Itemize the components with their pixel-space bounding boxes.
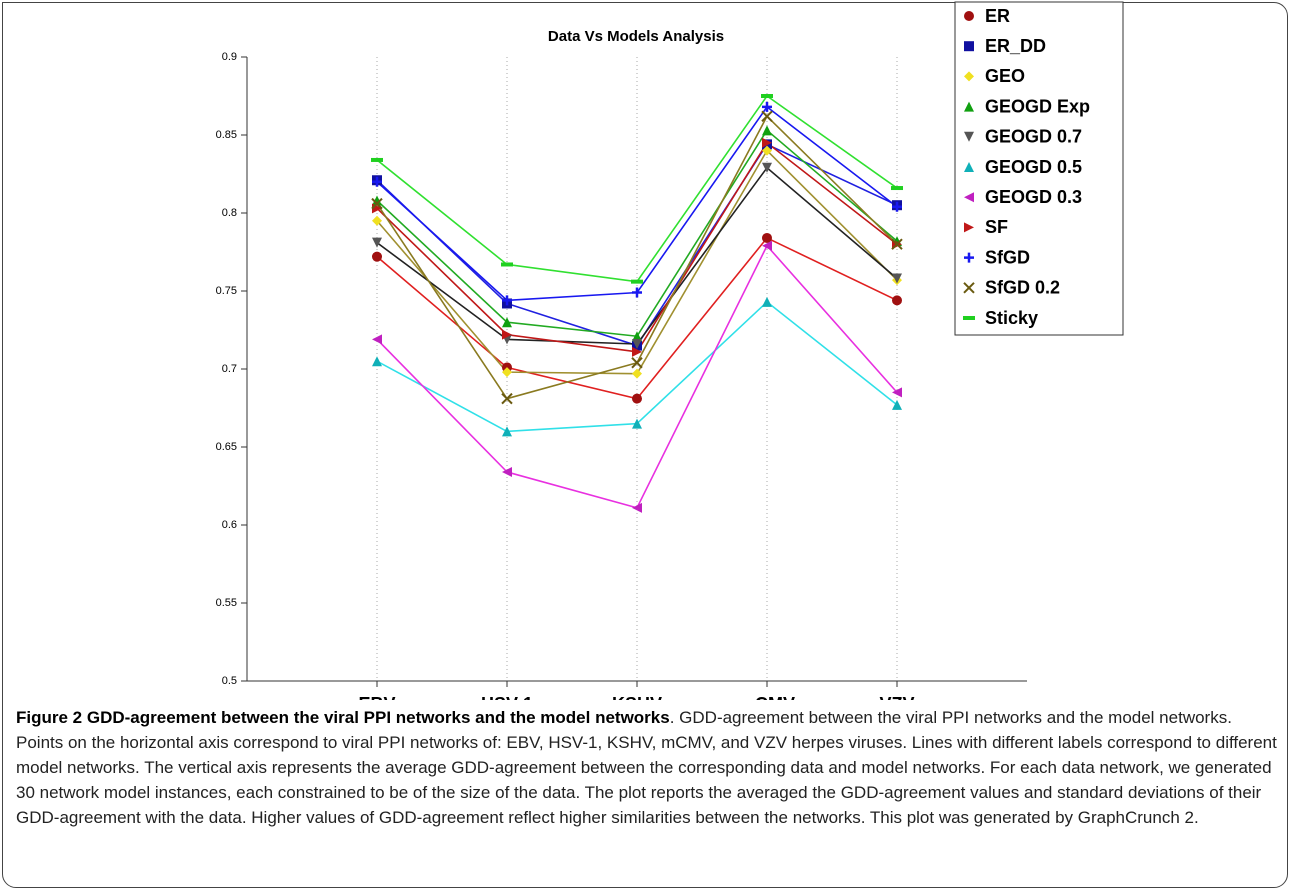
legend-label: SfGD 0.2 (985, 278, 1060, 298)
caption-text: . GDD-agreement between the viral PPI ne… (16, 708, 1277, 827)
marker (762, 232, 772, 243)
legend-label: SF (985, 217, 1008, 237)
legend-label: SfGD (985, 247, 1030, 267)
marker (502, 466, 512, 477)
marker (761, 94, 773, 98)
marker (372, 215, 382, 226)
marker (892, 201, 902, 212)
caption-label: Figure 2 GDD-agreement between the viral… (16, 708, 670, 727)
marker (762, 296, 772, 307)
marker (502, 295, 512, 306)
marker (632, 346, 642, 357)
marker (762, 101, 772, 112)
marker (964, 131, 974, 142)
marker (762, 240, 772, 251)
legend-label: ER_DD (985, 36, 1046, 56)
marker (372, 237, 382, 248)
legend-label: ER (985, 6, 1010, 26)
marker (372, 356, 382, 367)
legend-box (954, 1, 1124, 336)
chart-title: Data Vs Models Analysis (548, 28, 724, 45)
marker (892, 295, 902, 306)
y-tick-label: 0.85 (216, 129, 237, 141)
legend-label: GEO (985, 66, 1025, 86)
marker (963, 316, 975, 320)
legend-label: Sticky (985, 308, 1038, 328)
marker (372, 195, 382, 206)
y-tick-label: 0.9 (222, 51, 237, 63)
y-tick-label: 0.5 (222, 675, 237, 687)
y-tick-label: 0.65 (216, 441, 237, 453)
marker (502, 317, 512, 328)
marker (502, 426, 512, 437)
marker (632, 418, 642, 429)
y-tick-label: 0.7 (222, 363, 237, 375)
marker (632, 393, 642, 404)
marker (964, 162, 974, 172)
marker (372, 251, 382, 262)
marker (964, 192, 974, 203)
marker (964, 101, 974, 112)
marker (964, 11, 974, 21)
marker (963, 282, 975, 294)
x-tick-label: mCMV (739, 694, 795, 700)
y-tick-label: 0.75 (216, 285, 237, 297)
marker (371, 157, 383, 162)
marker (891, 186, 903, 191)
x-tick-label: EBV (358, 694, 395, 700)
y-tick-label: 0.8 (222, 207, 237, 219)
marker (964, 222, 974, 233)
marker (762, 125, 772, 136)
marker (372, 176, 382, 187)
marker (631, 357, 643, 369)
x-tick-label: KSHV (612, 694, 662, 700)
marker (761, 110, 773, 122)
x-tick-label: VZV (879, 694, 914, 700)
legend-label: GEOGD 0.7 (985, 127, 1082, 147)
legend-label: GEOGD 0.3 (985, 187, 1082, 207)
marker (762, 145, 772, 156)
marker (964, 252, 974, 263)
marker (632, 339, 642, 350)
marker (371, 197, 383, 210)
marker (964, 41, 974, 52)
marker (502, 329, 512, 340)
marker (632, 368, 642, 379)
legend-label: GEOGD Exp (985, 96, 1090, 116)
marker (762, 162, 772, 173)
marker (632, 287, 642, 298)
marker (762, 137, 772, 148)
marker (892, 273, 902, 284)
marker (892, 387, 902, 398)
series-line (376, 105, 898, 302)
marker (891, 238, 903, 250)
marker (631, 279, 643, 284)
chart: Data Vs Models Analysis 0.5 0.55 0.6 0.65 0.… (216, 1, 1124, 700)
marker (964, 71, 974, 82)
caption: Figure 2 GDD-agreement between the viral… (16, 705, 1278, 830)
marker (501, 392, 513, 405)
x-tick-label: HSV-1 (481, 694, 533, 700)
marker (632, 502, 642, 513)
marker (501, 262, 513, 267)
legend-label: GEOGD 0.5 (985, 157, 1082, 177)
marker (632, 331, 642, 342)
marker (892, 399, 902, 410)
marker (502, 367, 512, 378)
y-tick-label: 0.6 (222, 519, 237, 531)
y-tick-label: 0.55 (216, 597, 237, 609)
marker (372, 334, 382, 345)
